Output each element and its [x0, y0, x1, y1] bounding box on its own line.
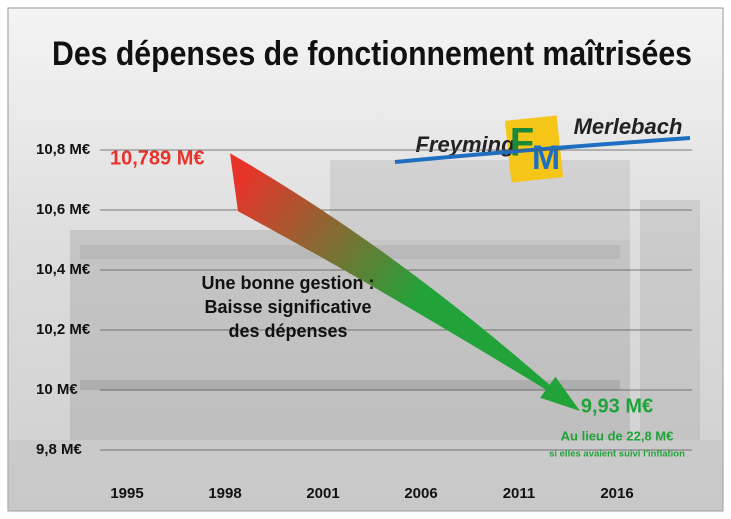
annotation: Baisse significative — [204, 297, 371, 317]
y-tick-label: 10,4 M€ — [36, 261, 91, 278]
y-tick-label: 9,8 M€ — [36, 441, 83, 458]
x-tick-label: 1998 — [208, 485, 241, 502]
logo-initial: M — [532, 139, 560, 177]
annotation: des dépenses — [228, 321, 347, 341]
x-tick-label: 2001 — [306, 485, 339, 502]
x-tick-label: 2006 — [404, 485, 437, 502]
y-tick-label: 10,6 M€ — [36, 201, 91, 218]
y-tick-label: 10 M€ — [36, 381, 78, 398]
logo-initial: F — [510, 121, 534, 165]
logo-text: Merlebach — [574, 114, 683, 139]
x-tick-label: 1995 — [110, 485, 143, 502]
note: si elles avaient suivi l'inflation — [549, 449, 685, 460]
chart-title: Des dépenses de fonctionnement maîtrisée… — [52, 35, 692, 73]
y-tick-label: 10,8 M€ — [36, 141, 91, 158]
annotation: Une bonne gestion : — [202, 273, 375, 293]
x-tick-label: 2016 — [600, 485, 633, 502]
value-label: 9,93 M€ — [581, 395, 653, 417]
chart: Des dépenses de fonctionnement maîtrisée… — [0, 0, 731, 519]
value-label: 10,789 M€ — [110, 148, 205, 170]
note: Au lieu de 22,8 M€ — [561, 428, 674, 443]
y-tick-label: 10,2 M€ — [36, 321, 91, 338]
x-tick-label: 2011 — [503, 485, 536, 502]
